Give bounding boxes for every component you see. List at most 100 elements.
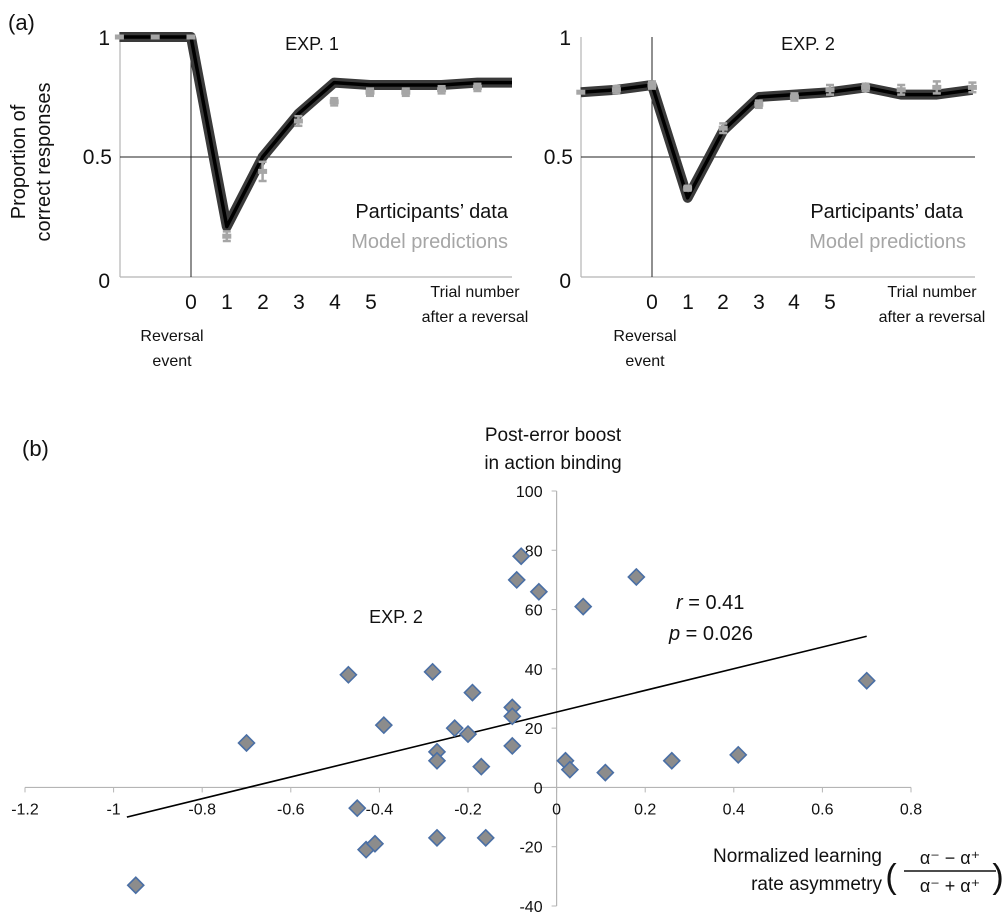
participants-band [580,80,974,203]
y-tick-label: 0.5 [544,146,573,169]
y-tick-label: 40 [525,662,543,679]
scatter-point [423,662,442,681]
chart-title: EXP. 2 [369,607,423,627]
participants-band [119,32,512,232]
scatter-point [529,582,549,601]
model-marker [754,101,764,107]
participants-line [580,83,973,200]
scatter-point [348,799,367,818]
scatter-point [445,719,464,738]
model-marker [683,185,693,191]
x-axis-title-line1: Normalized learning [713,846,882,867]
formula-denominator: α⁻ + α⁺ [920,876,980,896]
x-axis-title-line2: after a reversal [422,309,529,326]
chart-title: EXP. 2 [781,34,835,54]
y-axis-title-line2: correct responses [33,83,55,242]
scatter-point [596,763,615,782]
scatter-point [857,671,876,690]
model-marker [186,34,196,40]
model-marker [258,168,268,174]
model-marker [576,89,586,95]
model-marker [932,84,942,90]
y-tick-label: 0 [559,270,571,293]
regression-line [126,635,867,818]
scatter-point [339,665,358,684]
scatter-point [458,724,478,744]
model-marker [150,34,160,40]
scatter-point [427,751,447,770]
x-tick-label: 0.2 [634,801,656,818]
y-tick-label: -20 [519,840,542,857]
scatter-point [574,597,593,616]
x-tick-label: -0.6 [277,801,305,818]
x-tick-label: 0 [646,291,658,314]
scatter-point [365,834,385,853]
stat-r-symbol: r [676,592,684,614]
x-tick-label: 3 [293,291,305,314]
scatter-point [507,570,526,590]
reversal-label-line2: event [625,353,665,370]
x-axis-title-line2: after a reversal [879,309,986,326]
scatter-point [560,760,580,779]
legend-model: Model predictions [351,231,508,253]
y-tick-label: 0 [98,270,110,293]
stat-p-value: = 0.026 [680,623,753,645]
x-tick-label: 2 [717,291,729,314]
y-axis-title-line1: Proportion of [8,104,30,219]
x-tick-label: -0.8 [188,801,216,818]
reversal-label-line1: Reversal [613,328,676,345]
scatter-point [503,736,522,756]
x-tick-label: 5 [824,291,836,314]
y-axis-title-line1: Post-error boost [485,425,622,446]
scatter-point [463,683,482,702]
x-axis-title-line1: Trial number [887,284,977,301]
y-tick-label: 0 [534,780,543,797]
y-axis-title-line2: in action binding [484,453,621,474]
model-marker [401,89,411,95]
formula-close-paren: ) [992,858,1003,896]
x-tick-label: -1.2 [11,801,39,818]
x-tick-label: 0.8 [900,801,922,818]
scatter-point [472,757,491,776]
scatter-point [503,707,522,726]
scatter-point [427,828,447,847]
chart-exp2: 1 0.5 0 EXP. 2 0 1 2 3 4 5 Trial number … [544,27,986,370]
model-marker [789,94,799,100]
model-marker [611,87,621,93]
x-tick-label: 4 [788,291,800,314]
formula-open-paren: ( [885,858,897,896]
scatter-point [729,745,748,764]
x-tick-label: 5 [365,291,377,314]
stat-r: r = 0.41 [676,592,744,614]
y-tick-label: 0.5 [83,146,112,169]
asymmetry-formula: ( α⁻ − α⁺ α⁻ + α⁺ ) [885,848,1003,896]
model-marker [825,87,835,93]
scatter-point [237,733,256,753]
y-tick-label: 1 [559,27,571,50]
chart-title: EXP. 1 [285,34,339,54]
model-marker [222,233,232,239]
x-axis-title-line1: Trial number [430,284,520,301]
scatter-point [662,751,681,770]
legend-participants: Participants’ data [810,201,964,223]
scatter-point [627,567,646,587]
model-marker [437,87,447,93]
y-tick-label: 1 [98,27,110,50]
chart-exp1: 1 0.5 0 Proportion of correct responses … [8,27,528,370]
y-tick-label: 100 [516,484,543,501]
x-tick-label: 0.4 [723,801,745,818]
stat-p: p = 0.026 [668,623,753,645]
model-marker [967,84,977,90]
y-tick-label: -40 [519,899,542,914]
model-marker [365,89,375,95]
chart-scatter: -1.2 -1 -0.8 -0.6 -0.4 -0.2 0 0.2 0.4 0.6 0.8 -40 -2… [11,425,1003,914]
x-tick-label: 1 [682,291,694,314]
model-marker [329,99,339,105]
model-marker [647,82,657,88]
x-tick-label: 0 [552,801,561,818]
x-tick-label: 3 [753,291,765,314]
y-tick-label: 60 [525,603,543,620]
x-tick-label: 0 [185,291,197,314]
legend-model: Model predictions [809,231,966,253]
